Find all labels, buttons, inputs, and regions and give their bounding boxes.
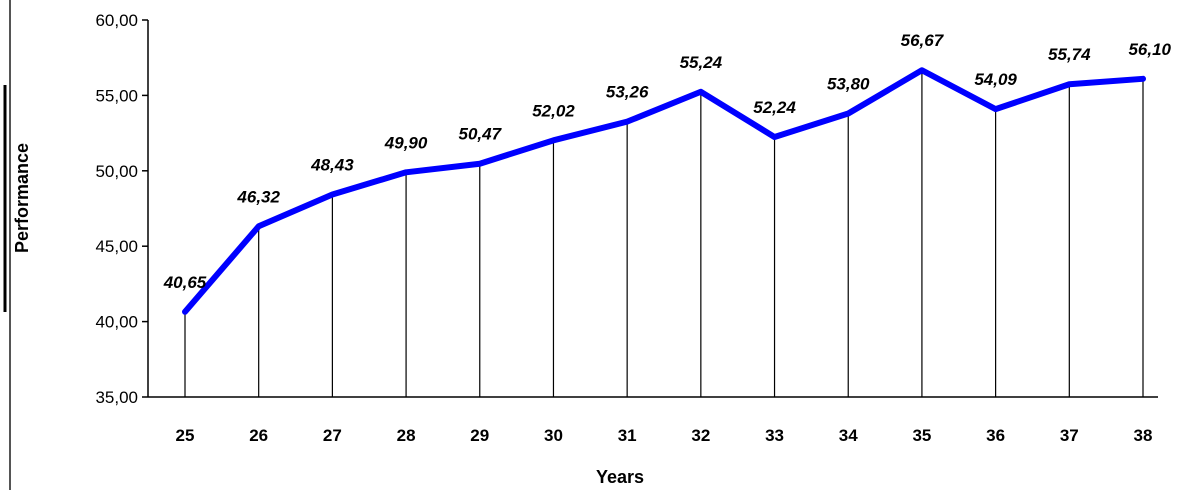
data-label: 55,24 <box>680 53 723 72</box>
x-tick-label: 31 <box>618 426 637 445</box>
data-label: 48,43 <box>310 155 354 174</box>
data-label: 56,67 <box>901 31 945 50</box>
y-tick-label: 35,00 <box>95 388 138 407</box>
y-ticks: 35,00 40,00 45,00 50,00 55,00 60,00 <box>95 11 148 407</box>
x-tick-label: 35 <box>912 426 931 445</box>
data-label: 40,65 <box>163 273 207 292</box>
x-tick-label: 32 <box>691 426 710 445</box>
y-tick-label: 45,00 <box>95 237 138 256</box>
data-label: 56,10 <box>1128 40 1171 59</box>
drop-lines <box>184 70 1144 397</box>
y-axis-title: Performance <box>12 143 32 253</box>
y-tick-label: 55,00 <box>95 86 138 105</box>
y-tick-label: 60,00 <box>95 11 138 30</box>
data-label: 55,74 <box>1048 45 1091 64</box>
data-label: 46,32 <box>236 187 280 206</box>
performance-series-line <box>182 67 1146 315</box>
data-label: 53,80 <box>827 74 870 93</box>
data-labels: 40,65 46,32 48,43 49,90 50,47 52,02 53,26 55,24… <box>163 31 1172 292</box>
data-label: 54,09 <box>974 70 1017 89</box>
x-tick-label: 29 <box>470 426 489 445</box>
x-ticks: 25 26 27 28 29 30 31 32 33 34 35 36 37 38 <box>176 426 1153 445</box>
x-tick-label: 28 <box>397 426 416 445</box>
x-tick-label: 34 <box>839 426 858 445</box>
x-tick-label: 37 <box>1060 426 1079 445</box>
y-tick-label: 40,00 <box>95 313 138 332</box>
x-tick-label: 38 <box>1134 426 1153 445</box>
data-label: 49,90 <box>384 133 428 152</box>
x-tick-label: 30 <box>544 426 563 445</box>
x-tick-label: 26 <box>249 426 268 445</box>
x-tick-label: 33 <box>765 426 784 445</box>
data-label: 50,47 <box>458 125 502 144</box>
x-tick-label: 25 <box>176 426 195 445</box>
data-label: 53,26 <box>606 83 649 102</box>
data-label: 52,02 <box>532 101 575 120</box>
data-label: 52,24 <box>753 98 796 117</box>
x-axis-title: Years <box>596 467 644 487</box>
x-tick-label: 27 <box>323 426 342 445</box>
y-tick-label: 50,00 <box>95 162 138 181</box>
x-tick-label: 36 <box>986 426 1005 445</box>
